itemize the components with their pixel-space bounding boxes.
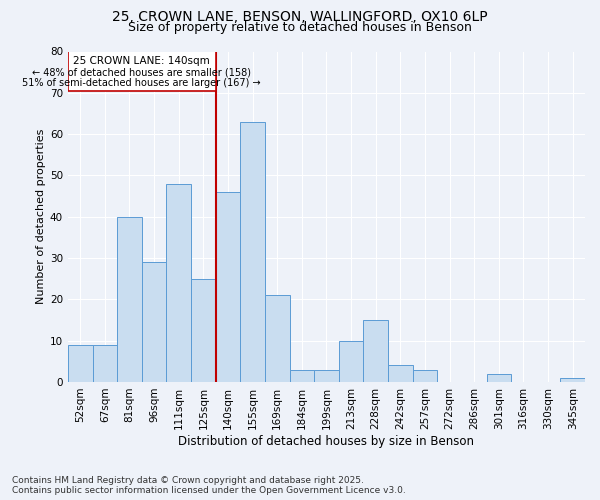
Bar: [166, 184, 191, 382]
Bar: [215, 192, 240, 382]
Text: 51% of semi-detached houses are larger (167) →: 51% of semi-detached houses are larger (…: [22, 78, 261, 88]
Bar: [142, 262, 166, 382]
Y-axis label: Number of detached properties: Number of detached properties: [36, 129, 46, 304]
Bar: [117, 216, 142, 382]
FancyBboxPatch shape: [68, 52, 215, 90]
Bar: [388, 366, 413, 382]
X-axis label: Distribution of detached houses by size in Benson: Distribution of detached houses by size …: [178, 434, 475, 448]
Bar: [68, 345, 92, 382]
Bar: [191, 278, 215, 382]
Text: Size of property relative to detached houses in Benson: Size of property relative to detached ho…: [128, 21, 472, 34]
Bar: [560, 378, 585, 382]
Bar: [240, 122, 265, 382]
Bar: [487, 374, 511, 382]
Text: 25, CROWN LANE, BENSON, WALLINGFORD, OX10 6LP: 25, CROWN LANE, BENSON, WALLINGFORD, OX1…: [112, 10, 488, 24]
Bar: [314, 370, 339, 382]
Text: 25 CROWN LANE: 140sqm: 25 CROWN LANE: 140sqm: [73, 56, 210, 66]
Bar: [92, 345, 117, 382]
Bar: [265, 295, 290, 382]
Bar: [290, 370, 314, 382]
Text: ← 48% of detached houses are smaller (158): ← 48% of detached houses are smaller (15…: [32, 67, 251, 77]
Text: Contains HM Land Registry data © Crown copyright and database right 2025.
Contai: Contains HM Land Registry data © Crown c…: [12, 476, 406, 495]
Bar: [364, 320, 388, 382]
Bar: [339, 340, 364, 382]
Bar: [413, 370, 437, 382]
